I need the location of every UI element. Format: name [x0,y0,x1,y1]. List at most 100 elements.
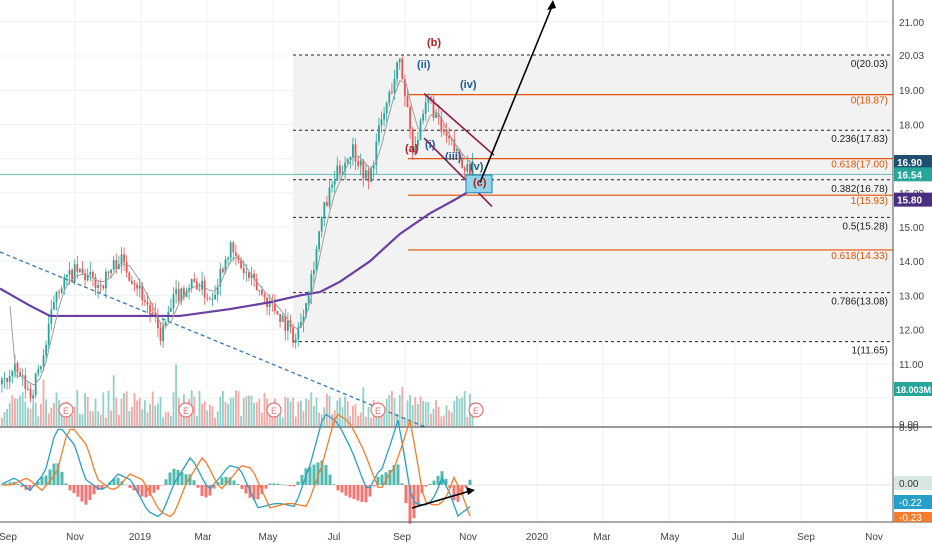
macd-histogram-bar [464,485,468,488]
candle-body [209,298,211,300]
candle-body [440,117,443,132]
candle-body [131,280,133,284]
candle-body [214,294,216,300]
candle-body [417,140,419,146]
candle-body [40,366,42,369]
candle-body [414,145,417,154]
wave-label: (c) [473,177,487,189]
candle-body [42,355,45,367]
macd-histogram-bar [428,484,432,485]
volume-bar [440,416,443,426]
volume-bar [302,411,305,426]
price-axis-tick: 20.03 [899,51,924,62]
volume-bar [193,396,196,426]
candle-body [435,113,437,118]
volume-bar [180,414,183,426]
candle-body [175,289,177,295]
macd-histogram-bar [184,474,188,485]
time-axis-label: 2020 [526,532,549,543]
time-axis-label: May [259,532,278,543]
macd-histogram-bar [452,485,456,501]
earnings-marker-label: E [375,406,381,416]
candle-body [305,303,307,317]
volume-bar [175,364,177,426]
macd-histogram-bar [396,464,400,485]
candle-body [297,327,300,340]
target-zone-box [465,174,493,194]
channel-lower-line [423,137,493,208]
candle-body [396,62,398,79]
candle-body [443,131,445,133]
volume-bar [461,397,463,426]
volume-bar [99,414,102,426]
volume-bar [164,412,167,426]
volume-bar [443,415,445,426]
earnings-marker-label: E [271,406,277,416]
volume-bar [219,396,222,426]
volume-bar [406,400,409,426]
candle-body [419,120,422,141]
wave-label: (v) [470,161,484,173]
volume-bar [328,396,331,426]
volume-bar [232,397,235,426]
volume-bar [463,390,466,426]
candle-body [248,272,250,278]
candle-body [406,96,409,108]
macd-histogram-bar [264,485,268,489]
volume-bar [276,412,279,426]
candle-body [302,316,305,323]
volume-bar [411,405,414,426]
volume-bar [76,390,79,426]
volume-bar [255,402,258,426]
candle-body [365,170,367,179]
macd-histogram-bar [456,485,460,502]
candle-body [97,284,99,289]
candle-body [245,272,248,274]
volume-bar [97,411,99,426]
price-axis-tick: 18.00 [899,120,924,131]
candle-body [60,288,63,293]
volume-bar [8,402,11,426]
candle-body [362,160,365,179]
volume-bar [409,395,411,426]
volume-bar [112,375,115,426]
volume-bar [11,395,14,426]
macd-histogram-bar [88,485,92,501]
candle-body [164,321,167,326]
analysis-drawings[interactable] [423,0,556,208]
time-axis-label: Mar [593,532,611,543]
volume-bar [344,396,346,426]
macd-histogram-bar [308,466,312,485]
candle-body [357,161,359,166]
volume-bar [141,409,144,426]
candle-body [424,102,427,114]
candle-body [229,242,232,258]
macd-histogram-bar [128,485,132,489]
volume-badge-bg [894,382,932,396]
candle-body [456,149,458,152]
macd-histogram-bar [48,469,52,485]
candle-body [8,376,11,382]
volume-bar [162,417,164,426]
macd-axis-tick: 0.00 [899,479,919,490]
candle-body [253,273,255,280]
volume-bar [32,406,34,426]
volume-bar [466,416,469,426]
volume-bar [435,399,437,426]
macd-histogram-bar [444,478,448,485]
macd-histogram-bar [116,477,120,485]
volume-bar [284,396,287,426]
candle-body [1,378,3,385]
wave-label: (b) [427,37,441,49]
time-axis-label: Nov [66,532,84,543]
volume-bar [289,401,292,426]
price-badge-current-bg [894,167,932,182]
macd-histogram-bar [136,485,140,494]
volume-bar [359,412,362,426]
macd-histogram-bar [20,485,24,487]
candle-body [453,139,456,152]
macd-histogram-bar [244,485,248,494]
volume-bar [27,407,29,426]
